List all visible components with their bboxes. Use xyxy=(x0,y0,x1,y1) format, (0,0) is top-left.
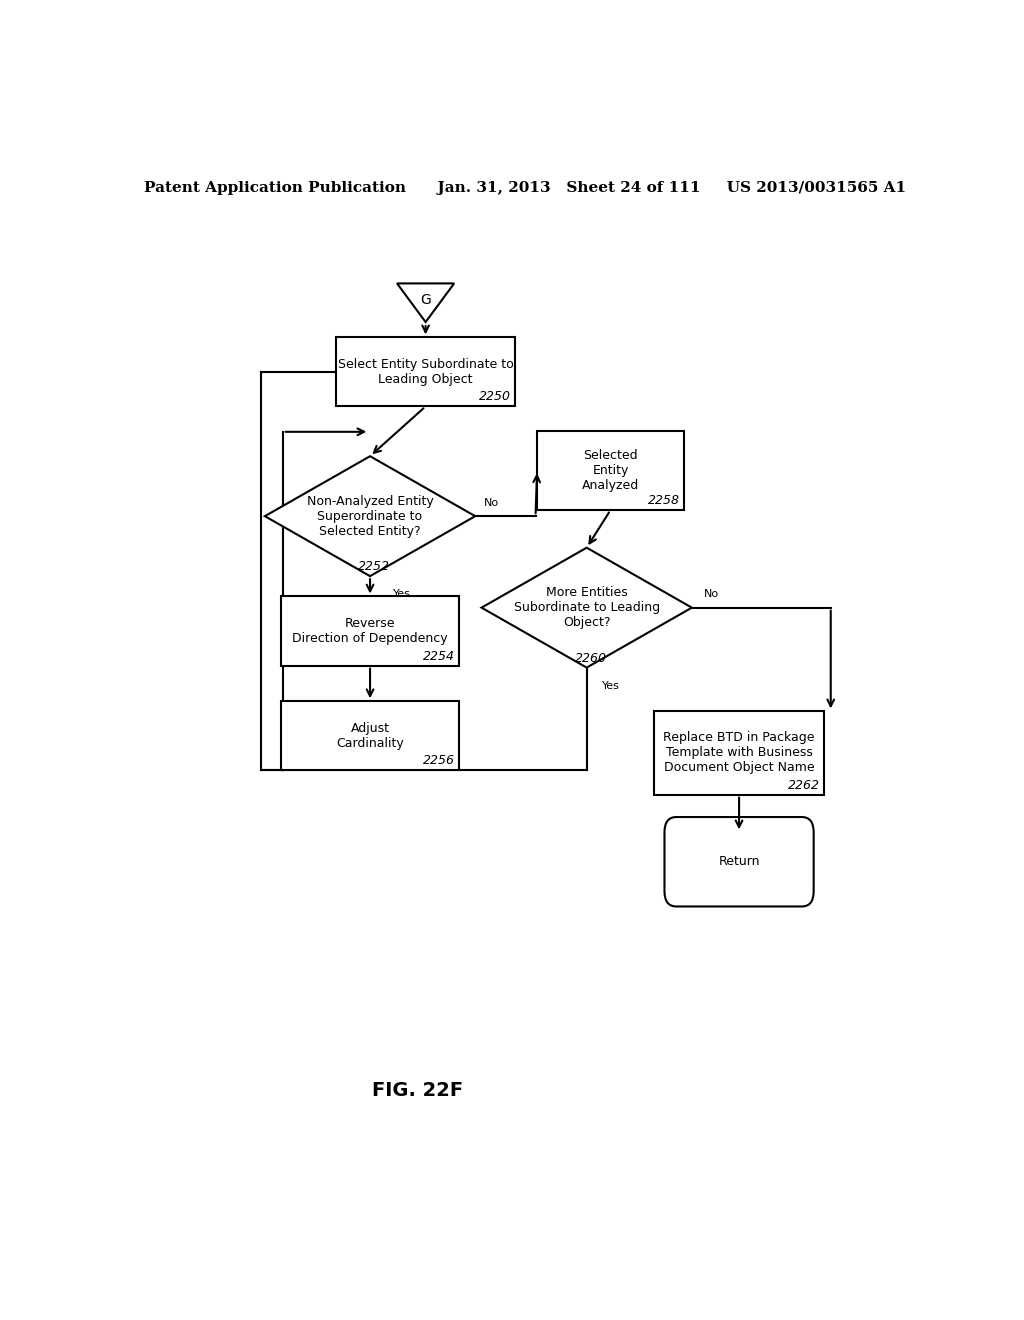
Text: 2258: 2258 xyxy=(648,494,680,507)
FancyBboxPatch shape xyxy=(538,430,684,510)
Text: Replace BTD in Package
Template with Business
Document Object Name: Replace BTD in Package Template with Bus… xyxy=(664,731,815,775)
Polygon shape xyxy=(481,548,692,668)
Text: Selected
Entity
Analyzed: Selected Entity Analyzed xyxy=(582,449,639,492)
Text: Yes: Yes xyxy=(601,681,620,690)
FancyBboxPatch shape xyxy=(665,817,814,907)
Text: 2250: 2250 xyxy=(479,391,511,404)
Text: More Entities
Subordinate to Leading
Object?: More Entities Subordinate to Leading Obj… xyxy=(514,586,659,630)
Text: Reverse
Direction of Dependency: Reverse Direction of Dependency xyxy=(292,616,447,645)
FancyBboxPatch shape xyxy=(336,338,515,407)
Text: FIG. 22F: FIG. 22F xyxy=(372,1081,463,1100)
Text: 2252: 2252 xyxy=(358,560,390,573)
Polygon shape xyxy=(265,457,475,576)
FancyBboxPatch shape xyxy=(281,701,460,771)
Text: Return: Return xyxy=(718,855,760,869)
Polygon shape xyxy=(397,284,455,322)
Text: No: No xyxy=(705,590,719,599)
Text: G: G xyxy=(420,293,431,306)
Text: 2260: 2260 xyxy=(574,652,606,664)
Text: Patent Application Publication      Jan. 31, 2013   Sheet 24 of 111     US 2013/: Patent Application Publication Jan. 31, … xyxy=(143,181,906,195)
FancyBboxPatch shape xyxy=(653,711,824,795)
Text: 2262: 2262 xyxy=(788,779,820,792)
Text: Adjust
Cardinality: Adjust Cardinality xyxy=(336,722,403,750)
FancyBboxPatch shape xyxy=(281,597,460,665)
Text: Yes: Yes xyxy=(393,590,411,599)
Text: Non-Analyzed Entity
Superordinate to
Selected Entity?: Non-Analyzed Entity Superordinate to Sel… xyxy=(306,495,433,537)
Text: 2256: 2256 xyxy=(423,754,456,767)
Text: Select Entity Subordinate to
Leading Object: Select Entity Subordinate to Leading Obj… xyxy=(338,358,513,385)
Text: 2254: 2254 xyxy=(423,649,456,663)
Text: No: No xyxy=(483,498,499,508)
